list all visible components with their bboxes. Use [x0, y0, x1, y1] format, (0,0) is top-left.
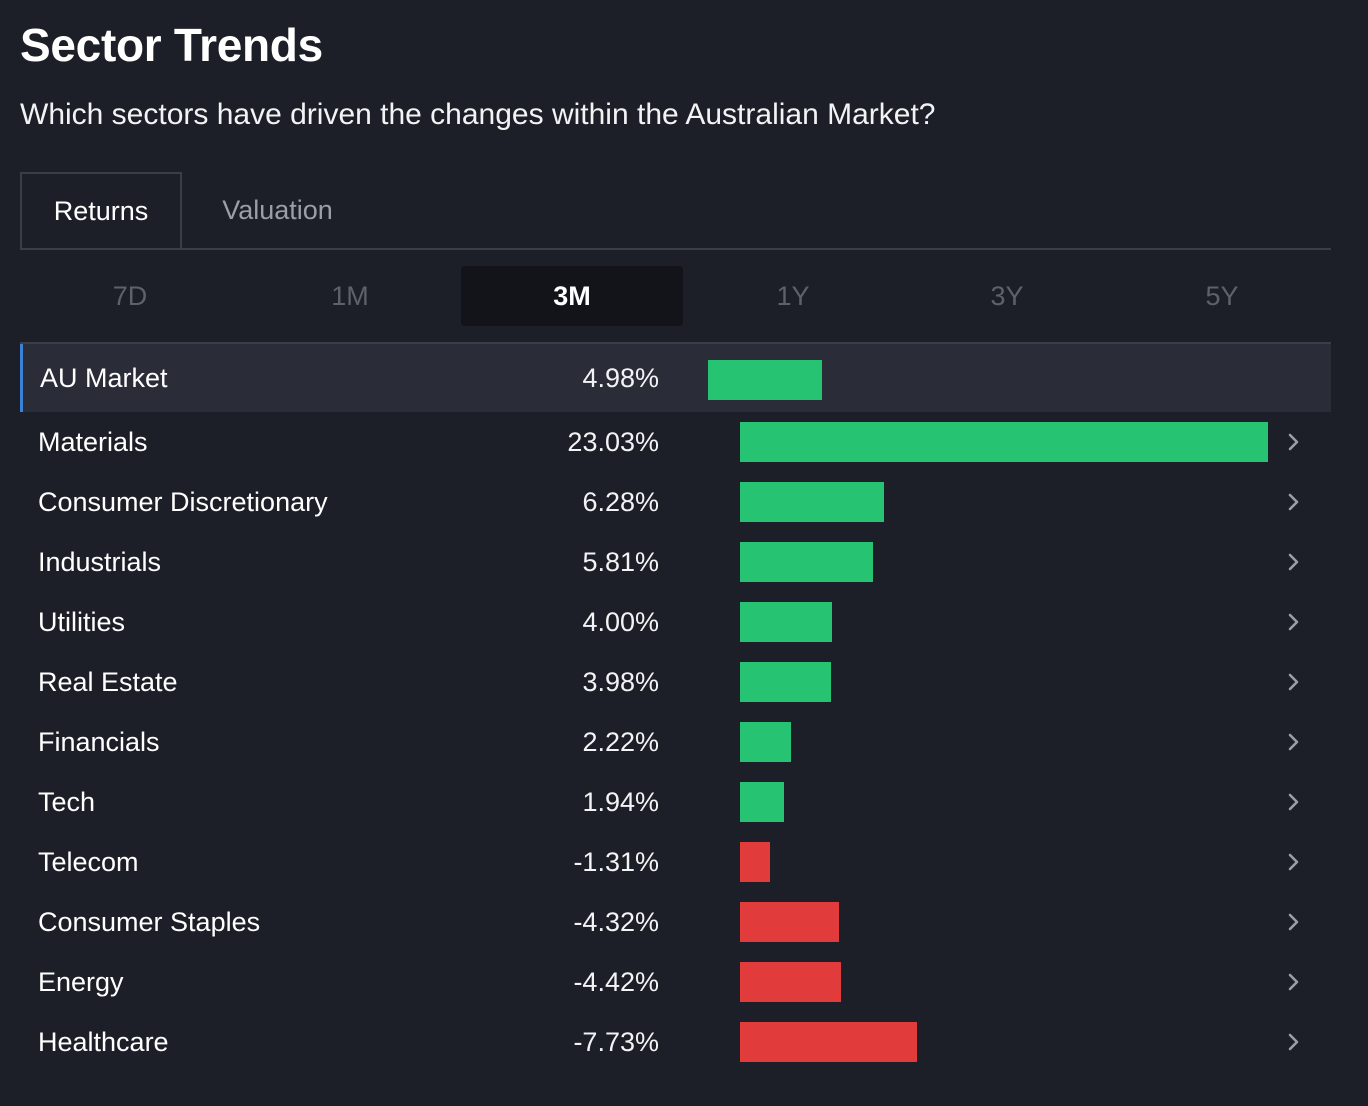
sector-name: Consumer Staples [38, 906, 261, 937]
chevron-right-icon[interactable] [1286, 592, 1302, 652]
sector-return: 4.98% [582, 362, 659, 393]
period-1m[interactable]: 1M [331, 281, 369, 311]
sector-return: -7.73% [573, 1026, 659, 1057]
period-3y[interactable]: 3Y [990, 281, 1024, 311]
period-7d[interactable]: 7D [112, 281, 148, 311]
sector-row-consumer-discretionary[interactable]: Consumer Discretionary 6.28% [20, 472, 1331, 532]
sector-row-real-estate[interactable]: Real Estate 3.98% [20, 652, 1331, 712]
return-bar [740, 902, 839, 942]
sector-name: Energy [38, 966, 124, 997]
sector-name: Industrials [38, 546, 162, 577]
return-bar [740, 962, 841, 1002]
chevron-right-icon[interactable] [1286, 472, 1302, 532]
chevron-right-icon[interactable] [1286, 412, 1302, 472]
return-bar [740, 422, 1268, 462]
sector-row-energy[interactable]: Energy -4.42% [20, 952, 1331, 1012]
sector-row-healthcare[interactable]: Healthcare -7.73% [20, 1012, 1331, 1072]
period-selector: 7D 1M 3M 1Y 3Y 5Y [20, 266, 1331, 326]
tab-returns[interactable]: Returns [20, 172, 182, 248]
metric-tabs: Returns Valuation [20, 172, 1331, 250]
highlight-accent [20, 344, 23, 412]
divider [20, 342, 1331, 344]
period-1y[interactable]: 1Y [776, 281, 810, 311]
return-bar [740, 722, 791, 762]
return-bar [740, 542, 873, 582]
page-subtitle: Which sectors have driven the changes wi… [20, 98, 936, 131]
sector-row-consumer-staples[interactable]: Consumer Staples -4.32% [20, 892, 1331, 952]
sector-return: -1.31% [573, 846, 659, 877]
period-3m[interactable]: 3M [461, 266, 683, 326]
return-bar [740, 1022, 917, 1062]
return-bar [708, 360, 822, 400]
market-row: AU Market 4.98% [20, 344, 1331, 412]
chevron-right-icon[interactable] [1286, 892, 1302, 952]
sector-return: 1.94% [582, 786, 659, 817]
return-bar [740, 782, 784, 822]
chevron-right-icon[interactable] [1286, 952, 1302, 1012]
return-bar [740, 602, 832, 642]
sector-row-industrials[interactable]: Industrials 5.81% [20, 532, 1331, 592]
sector-return: 6.28% [582, 486, 659, 517]
sector-list: AU Market 4.98% Materials 23.03% Consumer Di… [20, 344, 1331, 1072]
sector-name: Utilities [38, 606, 126, 637]
tab-valuation[interactable]: Valuation [222, 195, 333, 225]
sector-row-materials[interactable]: Materials 23.03% [20, 412, 1331, 472]
sector-name: Financials [38, 726, 160, 757]
sector-name: AU Market [40, 362, 168, 393]
sector-row-tech[interactable]: Tech 1.94% [20, 772, 1331, 832]
sector-name: Tech [38, 786, 96, 817]
sector-return: 23.03% [567, 426, 659, 457]
chevron-right-icon[interactable] [1286, 772, 1302, 832]
chevron-right-icon[interactable] [1286, 712, 1302, 772]
return-bar [740, 842, 770, 882]
chevron-right-icon[interactable] [1286, 832, 1302, 892]
chevron-right-icon[interactable] [1286, 532, 1302, 592]
sector-name: Real Estate [38, 666, 178, 697]
sector-return: 3.98% [582, 666, 659, 697]
sector-return: 4.00% [582, 606, 659, 637]
sector-return: 5.81% [582, 546, 659, 577]
period-5y[interactable]: 5Y [1205, 281, 1239, 311]
sector-name: Consumer Discretionary [38, 486, 328, 517]
return-bar [740, 662, 831, 702]
sector-row-telecom[interactable]: Telecom -1.31% [20, 832, 1331, 892]
sector-return: 2.22% [582, 726, 659, 757]
return-bar [740, 482, 884, 522]
sector-row-financials[interactable]: Financials 2.22% [20, 712, 1331, 772]
sector-name: Materials [38, 426, 148, 457]
sector-name: Healthcare [38, 1026, 169, 1057]
sector-return: -4.42% [573, 966, 659, 997]
page-title: Sector Trends [20, 19, 323, 71]
sector-name: Telecom [38, 846, 139, 877]
chevron-right-icon[interactable] [1286, 652, 1302, 712]
sector-row-utilities[interactable]: Utilities 4.00% [20, 592, 1331, 652]
chevron-right-icon[interactable] [1286, 1012, 1302, 1072]
sector-return: -4.32% [573, 906, 659, 937]
